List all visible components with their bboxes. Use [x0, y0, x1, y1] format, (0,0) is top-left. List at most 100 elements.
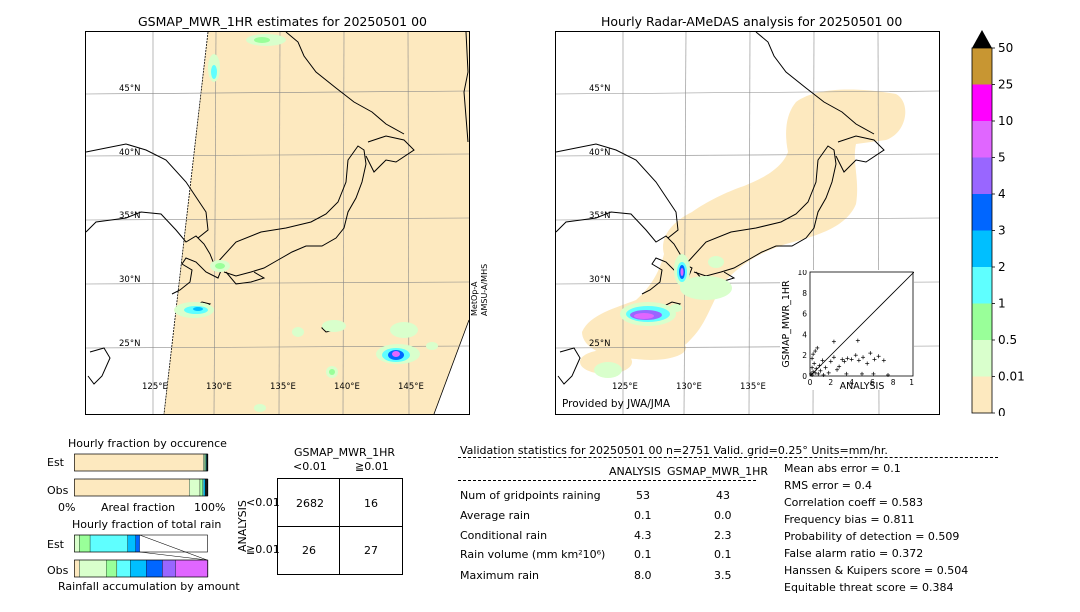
right-lon-135: 135°E	[740, 382, 766, 392]
amt-label-obs: Obs	[47, 564, 69, 577]
amount-canvas	[73, 534, 209, 578]
stat-analysis-3: 0.1	[634, 548, 652, 561]
stat-gsmap-0: 43	[716, 489, 730, 502]
right-map-title: Hourly Radar-AMeDAS analysis for 2025050…	[601, 14, 903, 29]
satellite-name: MetOp-A	[470, 281, 479, 316]
contingency-table: 2682 16 26 27	[277, 478, 403, 575]
scatter-ylabel: GSMAP_MWR_1HR	[781, 280, 792, 368]
score-7: Equitable threat score = 0.384	[784, 581, 954, 594]
scatter-point	[868, 351, 873, 356]
stat-gsmap-1: 0.0	[714, 509, 732, 522]
scatter-xlabel: ANALYSIS	[840, 381, 885, 390]
scatter-point	[837, 364, 842, 369]
scatter-xtick-3: 6	[870, 378, 875, 387]
stat-label-1: Average rain	[460, 509, 530, 522]
colorbar: 50 25 10 5 4 3 2 1 0.5 0.01 0	[970, 30, 1030, 420]
colorbar-canvas: 50 25 10 5 4 3 2 1 0.5 0.01 0	[971, 30, 1025, 420]
table-hline	[278, 526, 402, 527]
left-lat-30: 30°N	[119, 275, 141, 285]
colorbar-segment	[972, 340, 992, 377]
occurrence-bar-obs-seg	[199, 478, 203, 497]
scatter-xtick-5: 10	[909, 378, 914, 387]
stat-gsmap-4: 3.5	[714, 569, 732, 582]
left-map: 45°N 40°N 35°N 30°N 25°N 125°E 130°E 135…	[85, 31, 470, 415]
scatter-point	[817, 363, 822, 368]
scatter-point	[840, 357, 845, 362]
right-lat-35: 35°N	[589, 211, 611, 221]
colorbar-label-4: 4	[998, 187, 1006, 201]
amount-bar-est-seg	[127, 534, 136, 553]
scatter-point	[818, 368, 823, 373]
scatter-point	[820, 358, 825, 363]
validation-divider	[458, 457, 998, 458]
scatter-xtick-4: 8	[891, 378, 896, 387]
amount-connector	[139, 551, 208, 561]
scatter-ytick-2: 4	[802, 330, 807, 339]
scatter-xtick-2: 4	[849, 378, 854, 387]
colorbar-label-6: 2	[998, 260, 1006, 274]
scatter-point	[811, 369, 816, 374]
left-map-title: GSMAP_MWR_1HR estimates for 20250501 00	[138, 14, 427, 29]
col-gsmap-header: GSMAP_MWR_1HR	[667, 465, 769, 478]
colorbar-label-5: 3	[998, 224, 1006, 238]
score-0: Mean abs error = 0.1	[784, 462, 901, 475]
scatter-point	[849, 357, 854, 362]
scatter-point	[861, 355, 866, 360]
right-lat-45: 45°N	[589, 84, 611, 94]
colorbar-segment	[972, 230, 992, 267]
scatter-point	[826, 370, 831, 375]
left-lat-25: 25°N	[119, 339, 141, 349]
stat-analysis-0: 53	[636, 489, 650, 502]
score-6: Hanssen & Kuipers score = 0.504	[784, 564, 969, 577]
colorbar-label-1: 25	[998, 78, 1013, 92]
scatter-ytick-1: 2	[802, 351, 807, 360]
scatter-point	[844, 371, 849, 376]
scatter-diagonal	[809, 271, 915, 377]
amount-bar-obs-seg	[73, 559, 80, 578]
left-lon-125: 125°E	[142, 382, 168, 392]
scatter-canvas: 00 2 2 4 4 6 6 8 8 10 10 ANALYSIS GSMAP_MWR_1HR	[781, 268, 919, 392]
scatter-point	[876, 354, 881, 359]
sensor-name: AMSU-A/MHS	[480, 263, 489, 316]
stat-gsmap-2: 2.3	[714, 529, 732, 542]
scatter-point	[860, 371, 864, 376]
occ-tick-right: 100%	[194, 501, 226, 514]
provider-credit: Provided by JWA/JMA	[562, 398, 671, 410]
right-coastlines	[556, 32, 885, 385]
colorbar-segment	[972, 303, 992, 340]
stat-gsmap-3: 0.1	[714, 548, 732, 561]
occurrence-title: Hourly fraction by occurence	[68, 437, 227, 450]
right-lon-125: 125°E	[612, 382, 638, 392]
colorbar-label-3: 5	[998, 151, 1006, 165]
scatter-ytick-5: 10	[797, 270, 807, 277]
cell-hit-neg: 2682	[296, 497, 324, 510]
scatter-point	[816, 371, 821, 376]
colorbar-label-8: 0.5	[998, 333, 1017, 347]
occ-tick-left: 0%	[58, 501, 76, 514]
occ-label-est: Est	[47, 456, 64, 469]
amount-bar-obs-seg	[175, 559, 209, 578]
right-lat-30: 30°N	[589, 275, 611, 285]
contingency-col-2: ≧0.01	[355, 460, 389, 473]
cell-hit: 27	[364, 544, 378, 557]
scatter-xtick-1: 2	[828, 378, 833, 387]
occ-xlabel: Areal fraction	[101, 501, 176, 514]
occurrence-bar-obs-seg	[202, 478, 205, 497]
scatter-point	[828, 359, 833, 364]
graticule	[86, 32, 469, 414]
left-lon-135: 135°E	[270, 382, 296, 392]
colorbar-label-0: 50	[998, 41, 1013, 55]
colorbar-segment	[972, 194, 992, 231]
col-analysis-header: ANALYSIS	[609, 465, 661, 478]
swath-edge-right	[433, 319, 469, 414]
colorbar-label-7: 1	[998, 297, 1006, 311]
occurrence-bar-obs-seg	[203, 478, 206, 497]
left-lon-145: 145°E	[398, 382, 424, 392]
scatter-point	[842, 359, 847, 364]
colorbar-extend-arrow	[972, 30, 992, 48]
stat-analysis-2: 4.3	[634, 529, 652, 542]
scatter-point	[865, 361, 870, 366]
occ-label-obs: Obs	[47, 484, 69, 497]
left-lat-40: 40°N	[119, 148, 141, 158]
score-4: Probability of detection = 0.509	[784, 530, 960, 543]
